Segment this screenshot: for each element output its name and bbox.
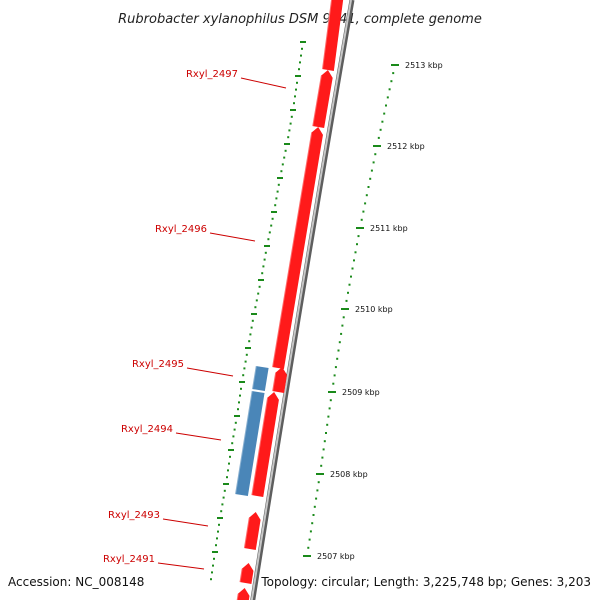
gene-feature-rxyl-2494-highlight [234, 390, 253, 495]
gene-feature-rxyl-2497 [312, 70, 333, 129]
gene-feature-rxyl-2493-highlight [242, 517, 250, 549]
gene-features [234, 0, 344, 600]
gene-label-rxyl-2497[interactable]: Rxyl_2497 [186, 69, 238, 80]
accession-text: Accession: NC_008148 [8, 575, 144, 589]
leader-line-rxyl-2496 [209, 232, 256, 242]
gene-feature-rxyl-2495-fwd [272, 367, 287, 393]
gene-feature-rxyl-2496 [272, 127, 323, 369]
gene-feature-rxyl-2497-highlight [311, 75, 322, 127]
gene-feature-rxyl-2496-highlight [271, 132, 313, 368]
gene-label-rxyl-2496[interactable]: Rxyl_2496 [155, 224, 207, 235]
backbone-highlight [250, 0, 352, 600]
tick-label-2513: 2513 kbp [405, 61, 443, 70]
gene-label-rxyl-2495[interactable]: Rxyl_2495 [132, 359, 184, 370]
gene-feature-rxyl-2495-highlight [251, 365, 257, 390]
gene-feature-rxyl-2491 [239, 563, 254, 584]
tick-label-2511: 2511 kbp [370, 224, 408, 233]
gene-feature-rxyl-2494-fwd-highlight [250, 397, 269, 496]
scale-ticks: 2513 kbp 2512 kbp 2511 kbp 2510 kbp 2509 kbp… [210, 41, 443, 581]
gene-feature-rxyl-2494 [235, 390, 265, 497]
backbone [250, 0, 355, 600]
gene-label-rxyl-2493[interactable]: Rxyl_2493 [108, 510, 160, 521]
leader-line-rxyl-2491 [157, 562, 205, 570]
gene-feature-rxyl-2495 [252, 365, 269, 392]
gene-feature-rxyl-2494-fwd [251, 392, 279, 497]
leader-line-rxyl-2494 [175, 432, 222, 441]
leader-line-rxyl-2495 [186, 367, 234, 377]
map-title: Rubrobacter xylanophilus DSM 9941, compl… [118, 12, 482, 27]
gene-feature-rxyl-2493 [243, 512, 261, 550]
leader-line-rxyl-2493 [162, 518, 209, 527]
tick-label-2508: 2508 kbp [330, 470, 368, 479]
tick-label-2510: 2510 kbp [355, 305, 393, 314]
leader-line-rxyl-2497 [240, 77, 287, 89]
tick-label-2509: 2509 kbp [342, 388, 380, 397]
gene-labels: Rxyl_2497 Rxyl_2496 Rxyl_2495 Rxyl_2494 Rxyl… [103, 69, 287, 570]
gene-feature-rxyl-2490-highlight [235, 593, 239, 600]
tick-label-2507: 2507 kbp [317, 552, 355, 561]
gene-label-rxyl-2491[interactable]: Rxyl_2491 [103, 554, 155, 565]
gene-label-rxyl-2494[interactable]: Rxyl_2494 [121, 424, 173, 435]
gene-feature-rxyl-2495-fwd-highlight [271, 372, 277, 392]
gene-feature-rxyl-2498-highlight [321, 0, 333, 70]
gene-feature-rxyl-2498 [322, 0, 344, 72]
gene-feature-rxyl-2490 [236, 588, 250, 600]
gene-feature-rxyl-2491-highlight [238, 568, 243, 583]
topology-text: Topology: circular; Length: 3,225,748 bp… [260, 575, 591, 589]
tick-label-2512: 2512 kbp [387, 142, 425, 151]
